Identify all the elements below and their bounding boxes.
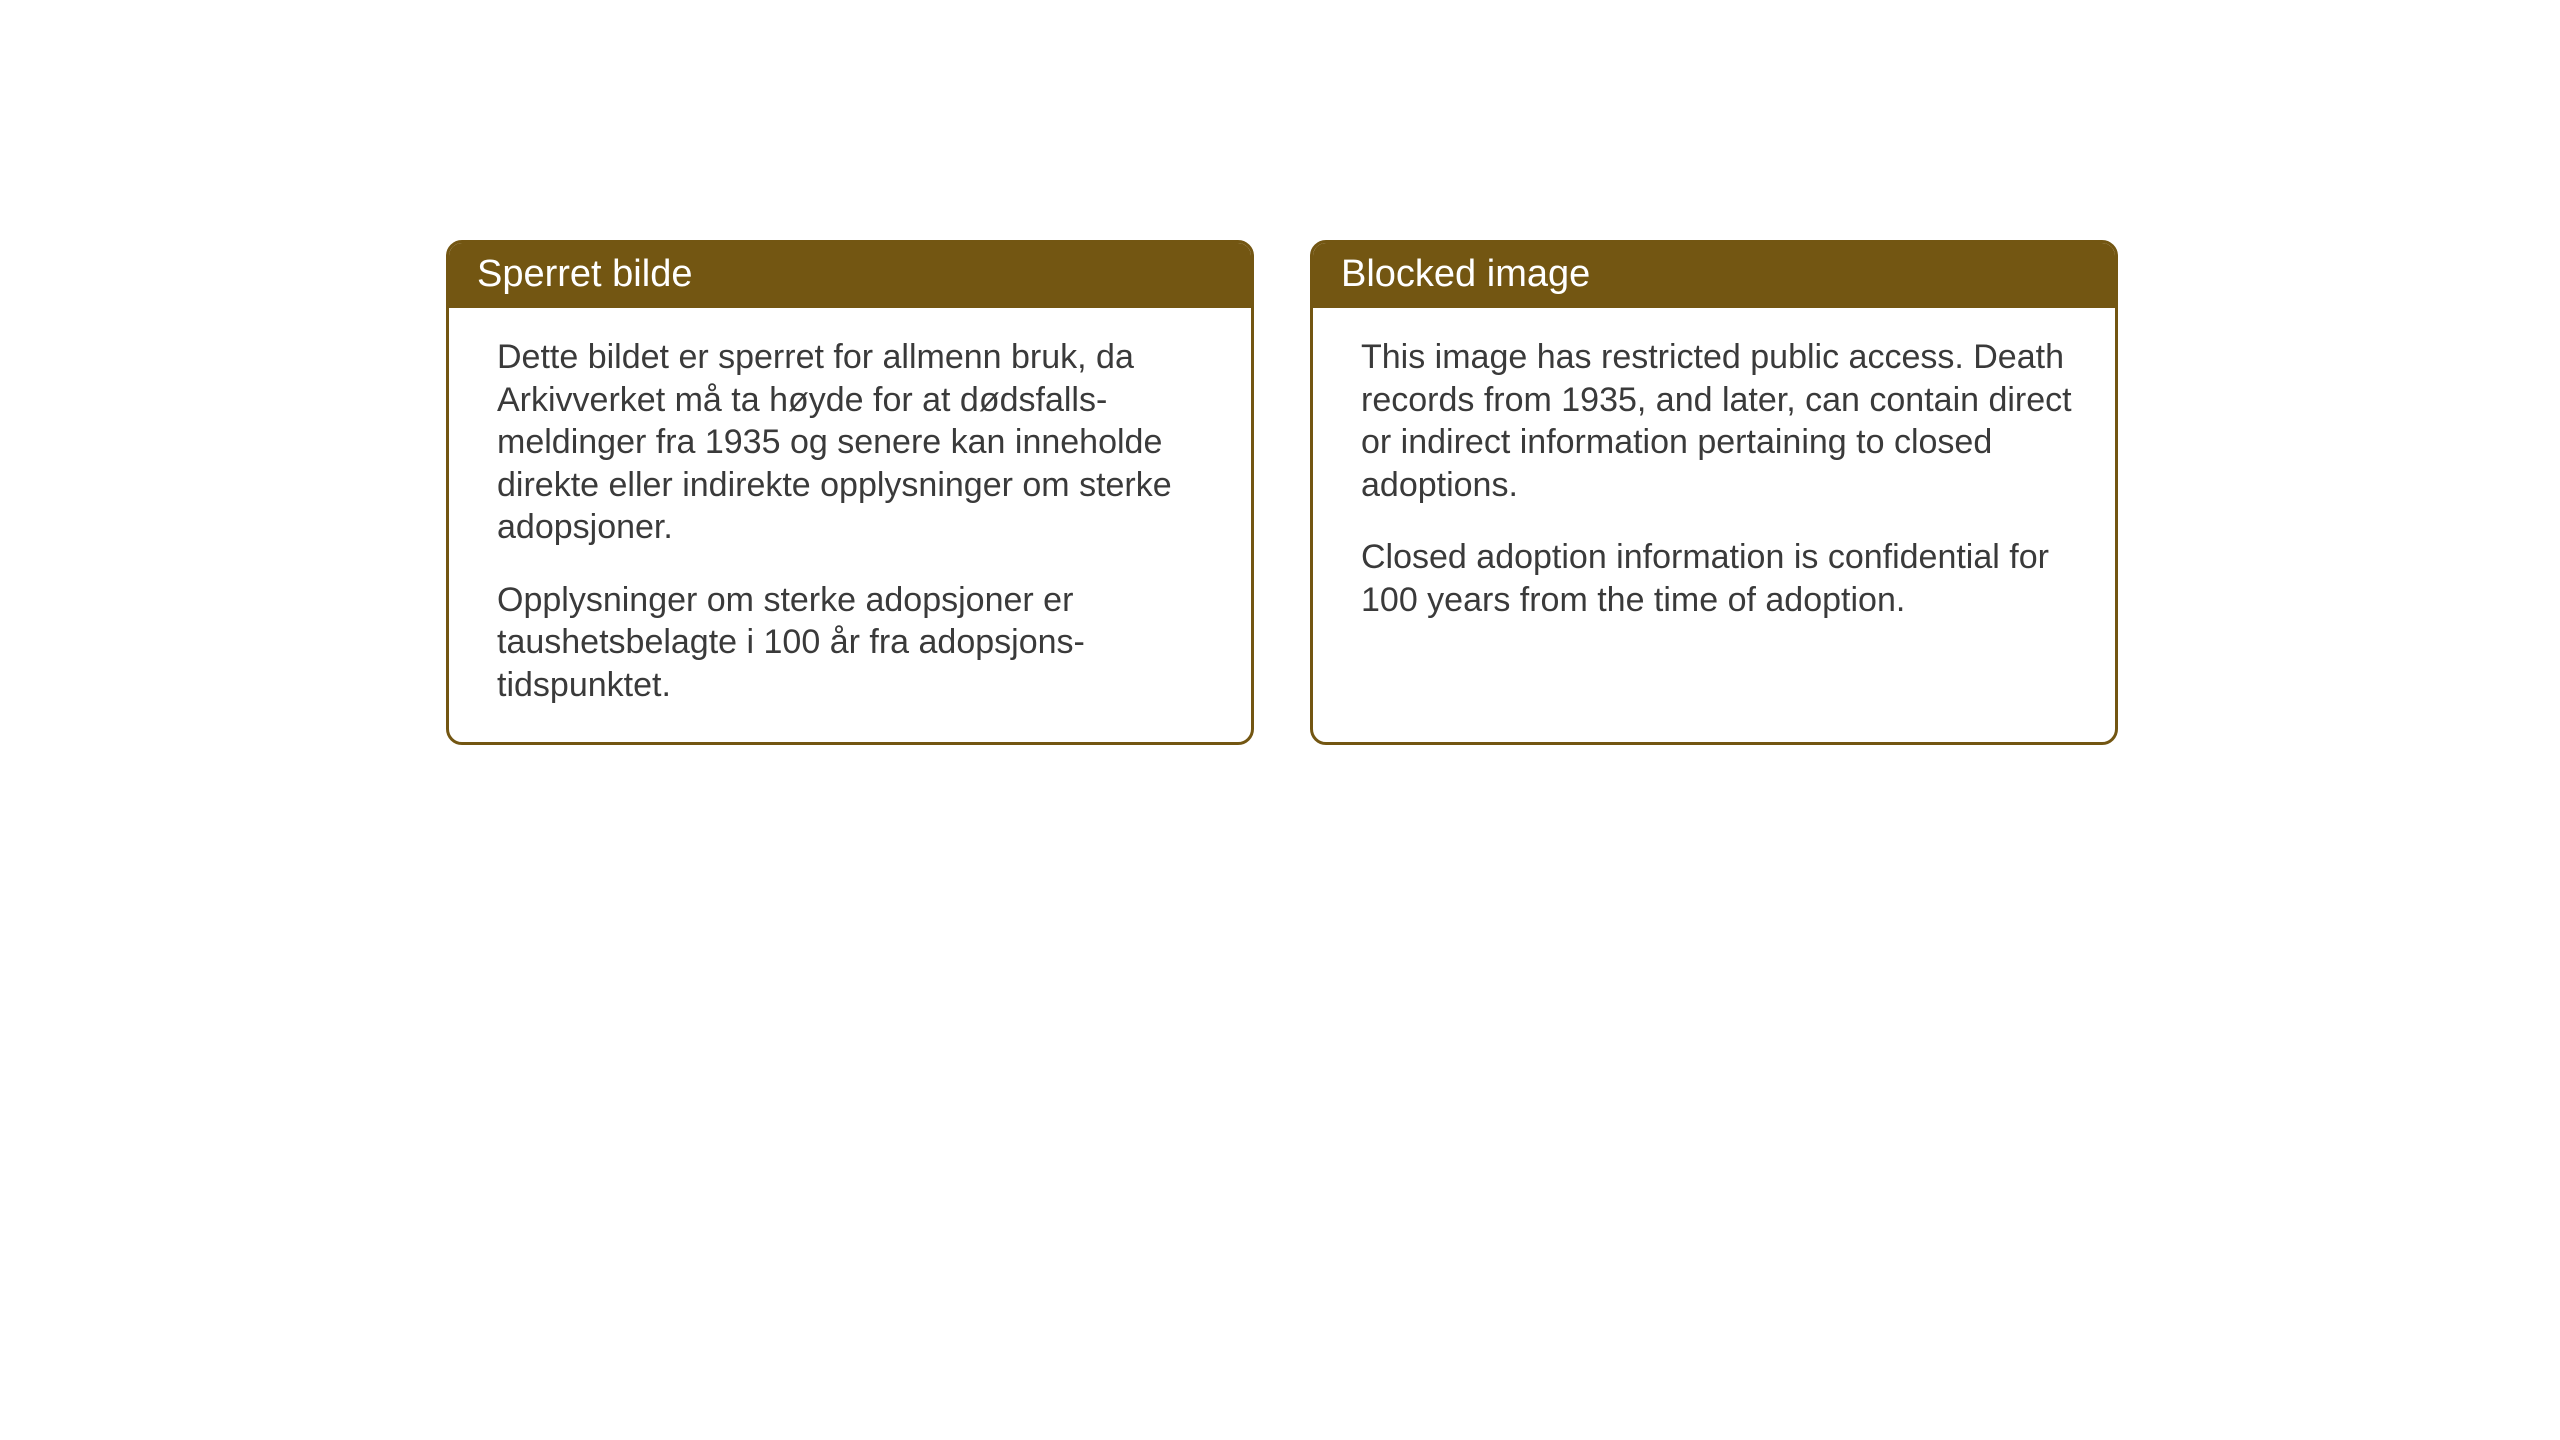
notice-card-norwegian: Sperret bilde Dette bildet er sperret fo…: [446, 240, 1254, 745]
card-paragraph-1-norwegian: Dette bildet er sperret for allmenn bruk…: [497, 336, 1211, 549]
card-paragraph-2-english: Closed adoption information is confident…: [1361, 536, 2075, 621]
card-body-norwegian: Dette bildet er sperret for allmenn bruk…: [449, 308, 1251, 742]
card-paragraph-2-norwegian: Opplysninger om sterke adopsjoner er tau…: [497, 579, 1211, 707]
card-body-english: This image has restricted public access.…: [1313, 308, 2115, 657]
card-paragraph-1-english: This image has restricted public access.…: [1361, 336, 2075, 506]
card-title-norwegian: Sperret bilde: [449, 243, 1251, 308]
card-title-english: Blocked image: [1313, 243, 2115, 308]
notice-card-english: Blocked image This image has restricted …: [1310, 240, 2118, 745]
notice-cards-container: Sperret bilde Dette bildet er sperret fo…: [446, 240, 2118, 745]
